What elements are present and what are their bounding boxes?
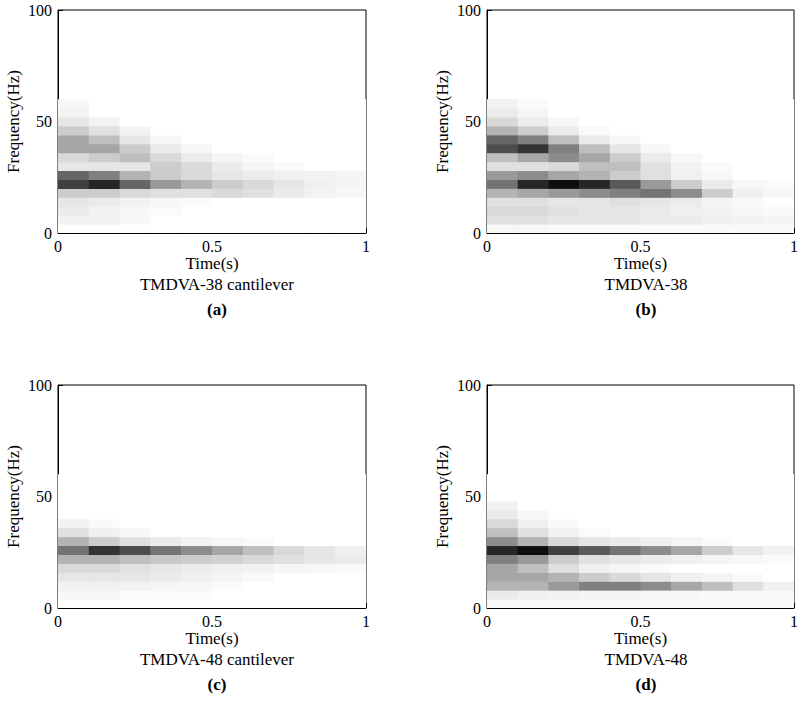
svg-text:Frequency(Hz): Frequency(Hz) bbox=[433, 70, 452, 173]
svg-text:Frequency(Hz): Frequency(Hz) bbox=[4, 445, 23, 548]
svg-text:TMDVA-48 cantilever: TMDVA-48 cantilever bbox=[140, 650, 294, 669]
svg-text:50: 50 bbox=[36, 113, 52, 130]
svg-text:TMDVA-38 cantilever: TMDVA-38 cantilever bbox=[140, 275, 294, 294]
svg-text:TMDVA-38: TMDVA-38 bbox=[605, 275, 688, 294]
svg-text:1: 1 bbox=[362, 238, 370, 255]
svg-text:100: 100 bbox=[28, 377, 52, 394]
svg-text:0.5: 0.5 bbox=[202, 238, 222, 255]
svg-text:Time(s): Time(s) bbox=[185, 629, 238, 648]
svg-text:1: 1 bbox=[362, 613, 370, 630]
svg-text:(c): (c) bbox=[208, 675, 227, 694]
svg-text:0.5: 0.5 bbox=[631, 238, 651, 255]
svg-text:0: 0 bbox=[483, 238, 491, 255]
svg-text:Time(s): Time(s) bbox=[614, 254, 667, 273]
svg-text:0.5: 0.5 bbox=[202, 613, 222, 630]
svg-text:1: 1 bbox=[790, 238, 798, 255]
svg-text:50: 50 bbox=[465, 113, 481, 130]
svg-text:0: 0 bbox=[44, 600, 52, 617]
svg-text:0: 0 bbox=[54, 613, 62, 630]
svg-text:0: 0 bbox=[483, 613, 491, 630]
svg-text:Time(s): Time(s) bbox=[185, 254, 238, 273]
svg-text:TMDVA-48: TMDVA-48 bbox=[605, 650, 688, 669]
svg-text:(a): (a) bbox=[207, 300, 227, 319]
svg-text:100: 100 bbox=[457, 2, 481, 19]
svg-text:0: 0 bbox=[44, 225, 52, 242]
svg-text:0.5: 0.5 bbox=[631, 613, 651, 630]
svg-text:50: 50 bbox=[36, 488, 52, 505]
svg-text:0: 0 bbox=[54, 238, 62, 255]
svg-text:1: 1 bbox=[790, 613, 798, 630]
svg-text:100: 100 bbox=[457, 377, 481, 394]
svg-text:100: 100 bbox=[28, 2, 52, 19]
svg-text:Time(s): Time(s) bbox=[614, 629, 667, 648]
svg-text:(d): (d) bbox=[636, 675, 657, 694]
svg-text:Frequency(Hz): Frequency(Hz) bbox=[4, 70, 23, 173]
svg-text:50: 50 bbox=[465, 488, 481, 505]
svg-text:(b): (b) bbox=[636, 300, 657, 319]
svg-text:0: 0 bbox=[473, 225, 481, 242]
svg-text:0: 0 bbox=[473, 600, 481, 617]
svg-text:Frequency(Hz): Frequency(Hz) bbox=[433, 445, 452, 548]
